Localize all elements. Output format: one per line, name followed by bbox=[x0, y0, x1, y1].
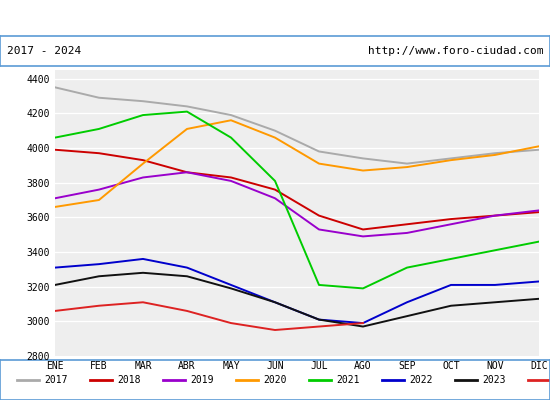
Text: Evolucion del paro registrado en Langreo: Evolucion del paro registrado en Langreo bbox=[107, 11, 443, 25]
Text: 2019: 2019 bbox=[190, 375, 213, 385]
Text: 2018: 2018 bbox=[117, 375, 141, 385]
Text: 2017: 2017 bbox=[44, 375, 68, 385]
Text: 2020: 2020 bbox=[263, 375, 287, 385]
Text: 2021: 2021 bbox=[336, 375, 360, 385]
Text: http://www.foro-ciudad.com: http://www.foro-ciudad.com bbox=[368, 46, 543, 56]
Text: 2023: 2023 bbox=[482, 375, 506, 385]
Text: 2017 - 2024: 2017 - 2024 bbox=[7, 46, 81, 56]
Text: 2022: 2022 bbox=[409, 375, 433, 385]
